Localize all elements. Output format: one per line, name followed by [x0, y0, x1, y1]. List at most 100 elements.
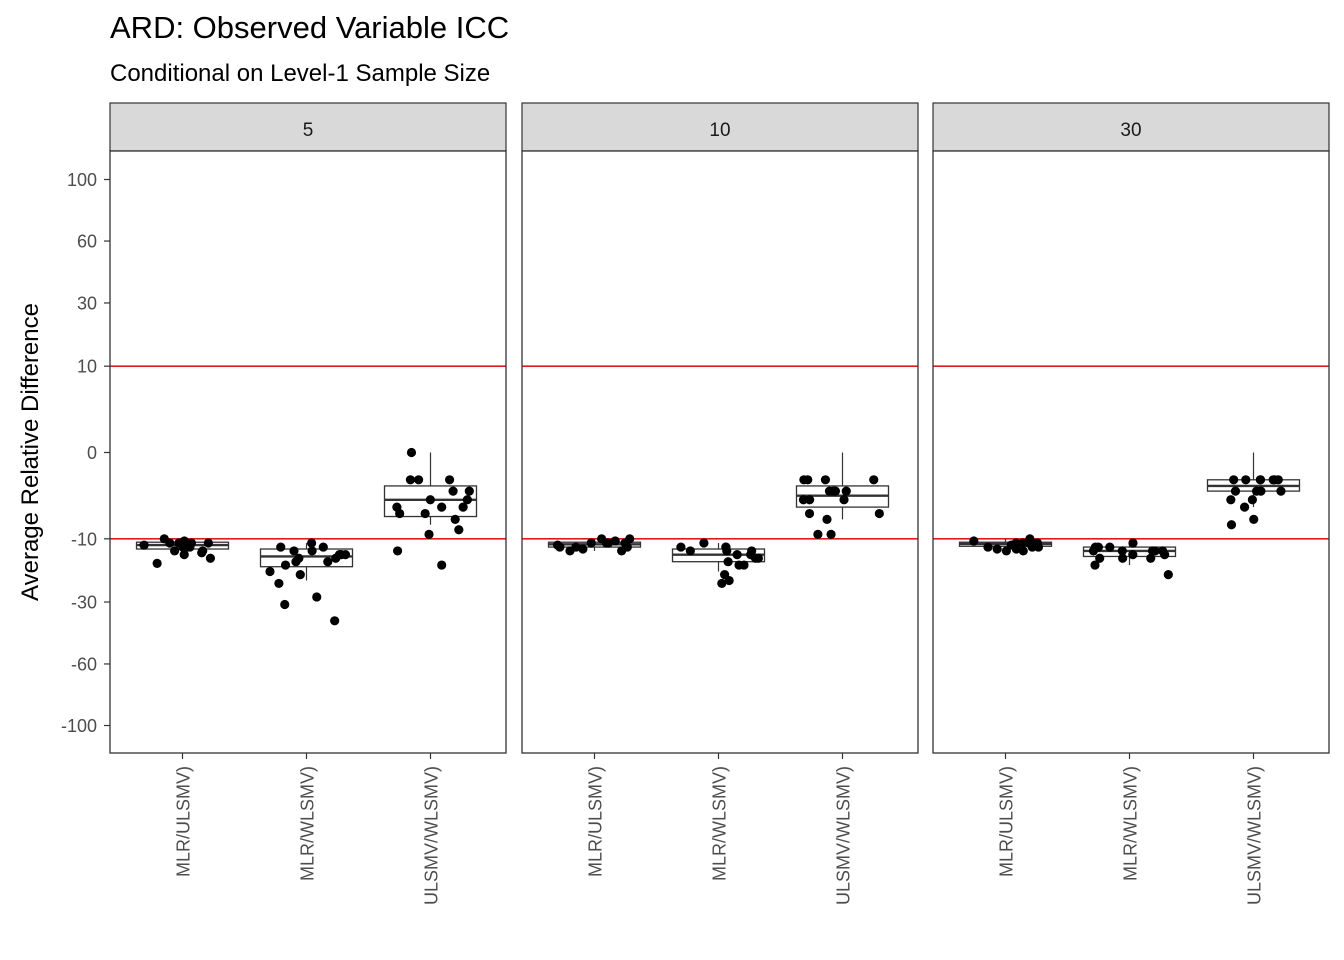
data-point: [1230, 486, 1241, 496]
data-point: [334, 550, 345, 560]
x-tick-label: MLR/ULSMV): [586, 766, 606, 877]
data-point: [437, 502, 447, 512]
data-point: [724, 575, 734, 586]
data-point: [1146, 553, 1156, 563]
y-axis-title: Average Relative Difference: [17, 303, 44, 601]
data-point: [803, 475, 813, 485]
panel-background: [110, 151, 506, 753]
data-point: [676, 542, 686, 552]
data-point: [983, 542, 993, 552]
data-point: [276, 542, 286, 552]
data-point: [1095, 553, 1105, 563]
data-point: [203, 538, 213, 548]
panel-border: [932, 150, 1330, 754]
data-point: [1239, 502, 1250, 512]
data-point: [1276, 486, 1286, 496]
data-point: [603, 538, 614, 548]
y-tick-label: -60: [71, 654, 97, 674]
data-point: [312, 592, 322, 602]
data-point: [746, 550, 756, 560]
data-point: [179, 550, 189, 560]
data-point: [753, 553, 763, 563]
data-point: [622, 542, 632, 552]
data-point: [1226, 495, 1236, 505]
data-point: [425, 495, 435, 505]
data-point: [462, 495, 472, 505]
data-point: [578, 544, 588, 554]
data-point: [450, 514, 460, 524]
facet-strip: [521, 102, 919, 152]
data-point: [405, 475, 416, 485]
data-point: [1241, 475, 1251, 485]
data-point: [1011, 544, 1021, 554]
data-point: [437, 560, 447, 570]
data-point: [969, 536, 979, 546]
data-point: [839, 495, 849, 505]
data-point: [1093, 542, 1103, 552]
x-tick-label: MLR/ULSMV): [174, 766, 194, 877]
x-tick-label: MLR/WLSMV): [1121, 766, 1141, 881]
data-point: [420, 508, 430, 519]
data-point: [1018, 538, 1028, 548]
data-point: [265, 566, 275, 577]
data-point: [306, 538, 317, 548]
data-point: [826, 529, 836, 540]
data-point: [734, 560, 744, 570]
y-tick-label: -30: [71, 593, 97, 613]
data-point: [841, 486, 851, 496]
data-point: [1128, 550, 1138, 560]
data-point: [723, 557, 733, 567]
data-point: [198, 546, 208, 556]
y-tick-label: 30: [77, 293, 97, 313]
data-point: [323, 557, 333, 567]
data-point: [1128, 538, 1138, 548]
x-tick-label: ULSMV/WLSMV): [834, 766, 854, 905]
panel-background: [933, 151, 1329, 753]
chart-title: ARD: Observed Variable ICC: [110, 10, 510, 45]
y-tick-label: 10: [77, 357, 97, 377]
chart-subtitle: Conditional on Level-1 Sample Size: [110, 60, 491, 87]
data-point: [1117, 546, 1127, 556]
data-point: [1255, 475, 1265, 485]
y-tick-label: -100: [61, 716, 97, 736]
facet-strip-label: 10: [709, 120, 730, 141]
data-point: [1249, 514, 1259, 524]
data-point: [732, 550, 742, 560]
data-point: [1118, 553, 1128, 563]
data-point: [1018, 546, 1028, 556]
data-point: [205, 553, 216, 563]
data-point: [170, 546, 180, 556]
data-point: [822, 514, 832, 524]
data-point: [280, 599, 290, 610]
panel-border: [521, 150, 919, 754]
data-point: [1090, 560, 1100, 570]
data-point: [992, 544, 1002, 554]
data-point: [820, 475, 831, 485]
data-point: [1163, 569, 1173, 580]
data-point: [330, 616, 340, 626]
data-point: [280, 560, 291, 570]
facet-strip-label: 5: [303, 120, 314, 141]
data-point: [1247, 495, 1257, 505]
data-point: [1160, 550, 1170, 560]
data-point: [458, 502, 468, 512]
x-tick-label: MLR/WLSMV): [710, 766, 730, 881]
facet-strip: [932, 102, 1330, 152]
data-point: [1001, 546, 1011, 556]
data-point: [717, 578, 727, 589]
data-point: [318, 542, 328, 552]
data-point: [1032, 538, 1043, 548]
data-point: [699, 538, 709, 548]
panel-border: [109, 150, 507, 754]
data-point: [295, 569, 305, 580]
data-point: [444, 475, 455, 485]
x-tick-label: MLR/WLSMV): [298, 766, 318, 881]
data-point: [1105, 542, 1115, 552]
data-point: [586, 538, 596, 548]
data-point: [413, 475, 424, 485]
panel-background: [522, 151, 918, 753]
data-point: [804, 508, 815, 519]
data-point: [874, 508, 884, 519]
data-point: [869, 475, 879, 485]
